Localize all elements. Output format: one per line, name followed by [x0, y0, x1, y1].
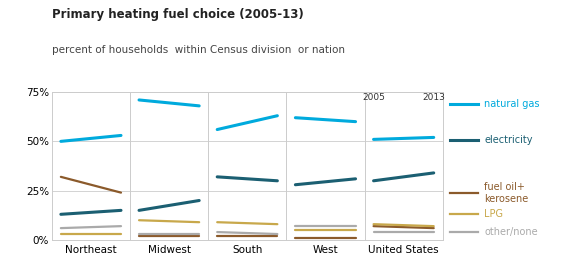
Text: other/none: other/none: [484, 227, 538, 237]
Text: natural gas: natural gas: [484, 99, 540, 109]
X-axis label: South: South: [232, 246, 263, 256]
Text: 2013: 2013: [422, 93, 445, 102]
Text: LPG: LPG: [484, 209, 503, 219]
X-axis label: United States: United States: [368, 246, 439, 256]
X-axis label: Midwest: Midwest: [147, 246, 191, 256]
Text: electricity: electricity: [484, 135, 533, 145]
X-axis label: West: West: [313, 246, 338, 256]
Text: Primary heating fuel choice (2005-13): Primary heating fuel choice (2005-13): [52, 8, 304, 21]
X-axis label: Northeast: Northeast: [65, 246, 117, 256]
Text: fuel oil+
kerosene: fuel oil+ kerosene: [484, 182, 528, 204]
Text: percent of households  within Census division  or nation: percent of households within Census divi…: [52, 45, 345, 55]
Text: 2005: 2005: [362, 93, 385, 102]
